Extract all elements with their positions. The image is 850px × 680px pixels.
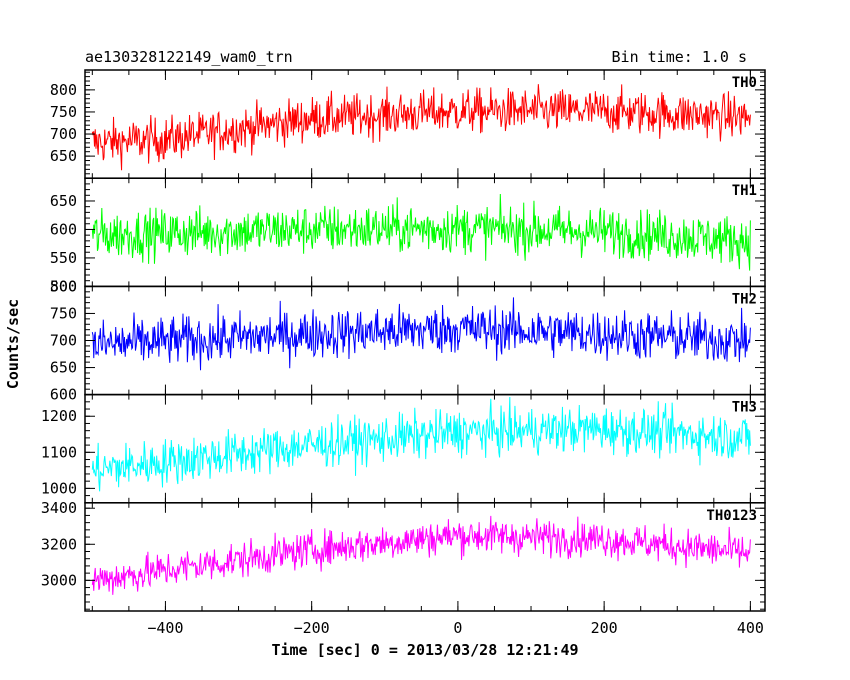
y-tick-label: 750 — [50, 304, 77, 322]
x-axis-label: Time [sec] 0 = 2013/03/28 12:21:49 — [271, 641, 578, 659]
y-tick-label: 700 — [50, 125, 77, 143]
y-tick-label: 650 — [50, 192, 77, 210]
x-axis: −400 −200 0 200 400 — [147, 619, 764, 637]
y-tick-label: 800 — [50, 81, 77, 99]
panel-th0123: 3000 3200 3400 TH0123 — [41, 499, 766, 612]
y-tick-label: 600 — [50, 220, 77, 238]
panel-frame — [84, 69, 766, 179]
series-line-th1 — [91, 193, 751, 271]
y-tick-label: 1200 — [41, 407, 77, 425]
panel-label-th2: TH2 — [732, 291, 757, 307]
y-tick-label: 3400 — [41, 499, 77, 517]
panel-th3: 1000 1100 1200 TH3 — [41, 393, 766, 504]
y-tick-label: 750 — [50, 103, 77, 121]
series-line-th0 — [91, 84, 751, 171]
y-tick-label: 1000 — [41, 479, 77, 497]
panel-label-th0: TH0 — [732, 75, 757, 91]
series-line-th0123 — [91, 515, 751, 595]
y-tick-label: 650 — [50, 147, 77, 165]
y-tick-label: 3000 — [41, 571, 77, 589]
panel-label-th0123: TH0123 — [706, 508, 757, 524]
x-tick-label: 200 — [591, 619, 618, 637]
x-tick-label: 400 — [737, 619, 764, 637]
y-tick-label: 800 — [50, 277, 77, 295]
x-tick-label: −200 — [294, 619, 330, 637]
y-tick-label: 1100 — [41, 443, 77, 461]
y-tick-label: 600 — [50, 386, 77, 404]
panel-label-th1: TH1 — [732, 183, 757, 199]
y-tick-label: 3200 — [41, 535, 77, 553]
panel-stack: 650 700 750 800 TH0 500 550 600 650 TH1 600 650 700 7… — [41, 69, 766, 612]
panel-th0: 650 700 750 800 TH0 — [50, 69, 766, 179]
bin-time-label: Bin time: 1.0 s — [612, 48, 747, 66]
x-tick-label: −400 — [147, 619, 183, 637]
panel-frame — [84, 502, 766, 612]
series-line-th3 — [91, 396, 751, 492]
x-tick-label: 0 — [453, 619, 462, 637]
series-line-th2 — [91, 297, 751, 371]
y-axis-label: Counts/sec — [4, 299, 22, 389]
chart-title: ae130328122149_wam0_trn — [85, 48, 293, 66]
panel-th1: 500 550 600 650 TH1 — [50, 177, 766, 295]
y-tick-label: 700 — [50, 332, 77, 350]
y-tick-label: 500 — [50, 277, 77, 295]
panel-label-th3: TH3 — [732, 400, 757, 416]
panel-th2: 600 650 700 750 800 TH2 — [50, 277, 766, 404]
y-tick-label: 650 — [50, 359, 77, 377]
y-tick-label: 550 — [50, 249, 77, 267]
